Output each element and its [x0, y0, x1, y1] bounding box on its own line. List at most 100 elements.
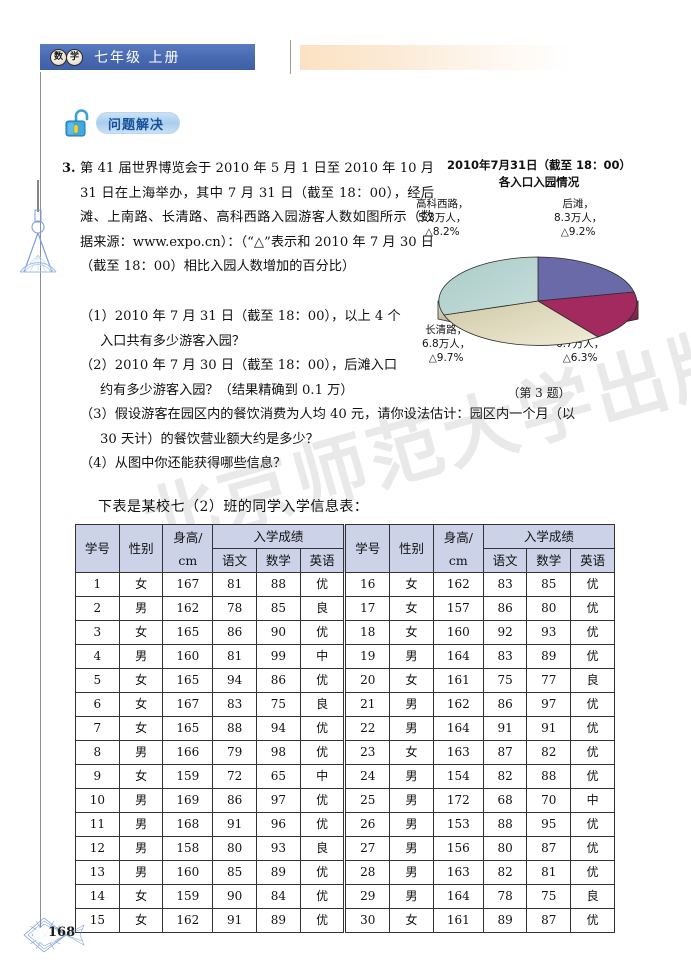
cell-sex-left: 女: [118, 620, 164, 645]
cell-id-right: 27: [343, 836, 391, 861]
problem-body: 第 41 届世界博览会于 2010 年 5 月 1 日至 2010 年 10 月…: [80, 161, 434, 274]
table-row: 5 女 165 94 86 优 20 女 161 75 77 良: [75, 668, 615, 693]
cell-sex-left: 男: [118, 812, 164, 837]
student-info-table: 学号 性别 身高/ cm 入学成绩 学号 性别 身高/ cm 入学成绩 语文 数…: [75, 524, 616, 933]
cell-height-right: 153: [432, 812, 484, 837]
cell-sex-left: 男: [118, 596, 164, 621]
cell-chinese-right: 86: [482, 692, 528, 717]
section-badge-label: 问题解决: [96, 112, 181, 134]
header-height-left-l1: 身高/: [173, 529, 203, 545]
pie-label-houtan-value: 8.3万人，: [554, 212, 603, 224]
cell-math-right: 80: [526, 596, 572, 621]
cell-sex-right: 女: [389, 620, 434, 645]
cell-chinese-right: 87: [482, 740, 528, 765]
cell-sex-right: 男: [389, 644, 434, 669]
cell-sex-right: 女: [389, 908, 434, 933]
cell-chinese-right: 86: [482, 596, 528, 621]
fish-decoration-icon: [23, 917, 85, 953]
cell-math-right: 87: [526, 836, 572, 861]
cell-english-right: 优: [570, 860, 615, 885]
pie-chart-panel: 2010年7月31日（截至 18：00） 各入口入园情况 高科西路， 5.3万人…: [414, 157, 664, 401]
cell-math-left: 97: [255, 788, 301, 813]
cell-sex-right: 男: [389, 764, 434, 789]
cell-id-right: 20: [343, 668, 391, 693]
cell-english-left: 中: [299, 644, 346, 669]
cell-sex-right: 男: [389, 860, 434, 885]
cell-chinese-left: 90: [212, 884, 257, 909]
cell-math-left: 75: [255, 692, 301, 717]
cell-math-left: 85: [255, 596, 301, 621]
sub-question-3: （3）假设游客在园区内的餐饮消费为人均 40 元，请你设法估计：园区内一个月（以…: [80, 403, 625, 452]
cell-math-left: 89: [255, 860, 301, 885]
pie-label-changqinglu-name: 长清路，: [425, 324, 468, 336]
cell-height-left: 169: [162, 788, 214, 813]
cell-height-right: 164: [432, 716, 484, 741]
cell-height-left: 162: [162, 908, 214, 933]
cell-sex-right: 男: [389, 692, 434, 717]
header-banner: 数 学 七年级 上册: [40, 44, 255, 70]
table-row: 13 男 160 85 89 优 28 男 163 82 81 优: [75, 860, 615, 885]
cell-english-right: 良: [570, 668, 615, 693]
table-row: 1 女 167 81 88 优 16 女 162 83 85 优: [75, 572, 615, 597]
cell-id-left: 9: [75, 764, 120, 789]
cell-math-right: 91: [526, 716, 572, 741]
cell-height-left: 165: [162, 716, 214, 741]
cell-math-left: 99: [255, 644, 301, 669]
cell-id-right: 28: [343, 860, 391, 885]
sub-question-4-line1: （4）从图中你还能获得哪些信息？: [80, 456, 287, 471]
cell-math-left: 93: [255, 836, 301, 861]
header-chinese-right: 语文: [482, 548, 528, 573]
cell-chinese-right: 78: [482, 884, 528, 909]
cell-math-right: 85: [526, 572, 572, 597]
pie-label-changqinglu-delta: △9.7%: [428, 352, 464, 364]
cell-chinese-right: 83: [482, 644, 528, 669]
cell-math-left: 65: [255, 764, 301, 789]
cell-chinese-right: 91: [482, 716, 528, 741]
cell-chinese-left: 78: [212, 596, 257, 621]
cell-english-left: 优: [299, 860, 346, 885]
cell-id-left: 14: [75, 884, 120, 909]
cell-id-left: 6: [75, 692, 120, 717]
cell-id-right: 24: [343, 764, 391, 789]
cell-sex-right: 男: [389, 716, 434, 741]
page-number: 168: [48, 925, 76, 940]
cell-english-right: 优: [570, 596, 615, 621]
cell-id-left: 1: [75, 572, 120, 597]
cell-chinese-left: 85: [212, 860, 257, 885]
pie-label-houtan-delta: △9.2%: [560, 226, 596, 238]
cell-math-left: 88: [255, 572, 301, 597]
cell-math-left: 96: [255, 812, 301, 837]
cell-height-right: 164: [432, 644, 484, 669]
cell-english-left: 优: [299, 716, 346, 741]
cell-english-right: 中: [570, 788, 615, 813]
header-scores-right: 入学成绩: [482, 524, 616, 549]
cell-id-left: 4: [75, 644, 120, 669]
cell-chinese-left: 94: [212, 668, 257, 693]
cell-chinese-left: 79: [212, 740, 257, 765]
table-row: 9 女 159 72 65 中 24 男 154 82 88 优: [75, 764, 615, 789]
cell-sex-right: 男: [389, 836, 434, 861]
cell-id-right: 30: [343, 908, 391, 933]
cell-chinese-left: 81: [212, 644, 257, 669]
pie-label-gaokexilu-delta: △8.2%: [424, 226, 460, 238]
cell-english-left: 优: [299, 884, 346, 909]
cell-math-left: 84: [255, 884, 301, 909]
table-row: 10 男 169 86 97 优 25 男 172 68 70 中: [75, 788, 615, 813]
cell-math-left: 89: [255, 908, 301, 933]
cell-height-right: 163: [432, 860, 484, 885]
header-english-left: 英语: [299, 548, 346, 573]
cell-height-right: 160: [432, 620, 484, 645]
cell-chinese-left: 86: [212, 788, 257, 813]
cell-id-right: 25: [343, 788, 391, 813]
cell-sex-left: 女: [118, 692, 164, 717]
cell-english-left: 优: [299, 788, 346, 813]
cell-height-right: 156: [432, 836, 484, 861]
cell-id-right: 22: [343, 716, 391, 741]
cell-math-right: 88: [526, 764, 572, 789]
chart-caption: （第 3 题）: [507, 386, 571, 400]
cell-id-left: 8: [75, 740, 120, 765]
problem-number: 3.: [62, 161, 76, 176]
cell-height-left: 167: [162, 692, 214, 717]
header-id-right: 学号: [343, 524, 391, 573]
cell-english-left: 中: [299, 764, 346, 789]
